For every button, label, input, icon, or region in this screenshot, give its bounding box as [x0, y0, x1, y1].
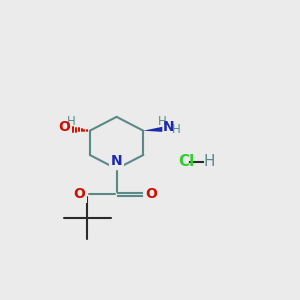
- Text: N: N: [111, 154, 122, 168]
- Text: Cl: Cl: [178, 154, 194, 169]
- Text: N: N: [163, 120, 175, 134]
- Text: O: O: [73, 187, 85, 201]
- Polygon shape: [143, 127, 162, 132]
- Text: H: H: [158, 115, 166, 128]
- Text: H: H: [172, 123, 180, 136]
- Text: H: H: [67, 115, 76, 128]
- Text: O: O: [58, 121, 70, 134]
- Text: O: O: [146, 187, 158, 201]
- Text: H: H: [203, 154, 215, 169]
